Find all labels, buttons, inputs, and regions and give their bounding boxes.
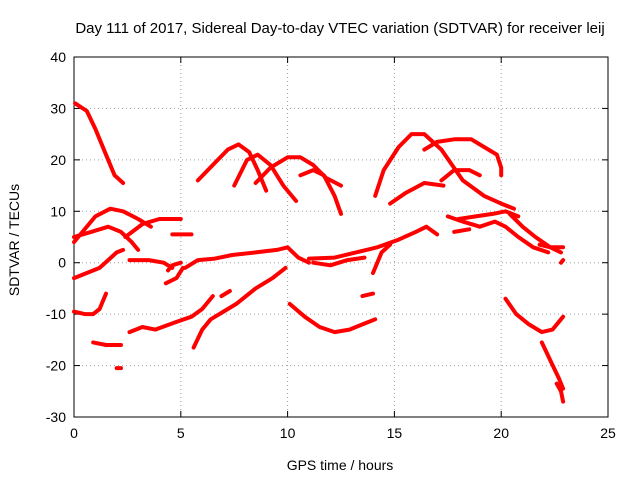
y-tick-label: -30 — [46, 409, 66, 425]
x-tick-label: 5 — [177, 425, 185, 441]
series-arc36 — [503, 296, 566, 335]
series-arc34 — [537, 242, 566, 250]
series-layer — [72, 101, 566, 404]
grid-lines — [74, 57, 608, 417]
series-arc23 — [232, 152, 299, 203]
x-axis-ticks: 0 5 10 15 20 25 — [70, 57, 616, 441]
y-tick-label: -10 — [46, 306, 66, 322]
series-arc26 — [373, 132, 516, 211]
series-arc22 — [195, 142, 269, 193]
series-arc37 — [539, 340, 566, 391]
series-arc3 — [72, 224, 141, 252]
series-arc14 — [360, 291, 375, 299]
y-axis-label: SDTVAR / TECUs — [6, 184, 22, 296]
chart-title: Day 111 of 2017, Sidereal Day-to-day VTE… — [75, 20, 604, 37]
series-arc18 — [127, 294, 215, 335]
x-tick-label: 0 — [70, 425, 78, 441]
series-arc6 — [72, 247, 126, 281]
y-axis-ticks: -30 -20 -10 0 10 20 30 40 — [46, 49, 608, 425]
series-arc30 — [445, 214, 551, 255]
series-arc38 — [554, 381, 566, 404]
series-arc16 — [91, 340, 123, 347]
series-arc31 — [452, 227, 472, 234]
series-arc11 — [311, 255, 367, 268]
y-tick-label: 10 — [50, 203, 66, 219]
series-arc27 — [388, 181, 446, 206]
y-tick-label: 20 — [50, 152, 66, 168]
x-tick-label: 25 — [600, 425, 616, 441]
series-arc13 — [371, 242, 393, 275]
series-arc12 — [307, 224, 440, 261]
series-arc10 — [183, 245, 311, 270]
series-arc19 — [191, 265, 288, 350]
series-arc2 — [72, 206, 153, 245]
series-arc28 — [422, 137, 504, 178]
series-arc9 — [163, 265, 185, 286]
series-arc35 — [559, 258, 566, 265]
series-arc1 — [73, 101, 126, 185]
x-tick-label: 10 — [280, 425, 296, 441]
x-axis-label: GPS time / hours — [287, 457, 394, 473]
y-tick-label: -20 — [46, 358, 66, 374]
plot-frame — [73, 56, 609, 418]
x-tick-label: 20 — [493, 425, 509, 441]
y-tick-label: 40 — [50, 49, 66, 65]
x-tick-label: 15 — [387, 425, 403, 441]
series-arc21 — [287, 301, 378, 335]
series-arc8 — [166, 260, 183, 273]
y-tick-label: 30 — [50, 100, 66, 116]
series-arc4 — [123, 217, 183, 239]
y-tick-label: 0 — [58, 255, 66, 271]
series-arc20 — [219, 289, 232, 299]
series-arc15 — [72, 291, 108, 317]
series-arc29 — [439, 168, 482, 183]
series-arc25 — [298, 168, 343, 216]
series-arc7 — [127, 258, 175, 270]
